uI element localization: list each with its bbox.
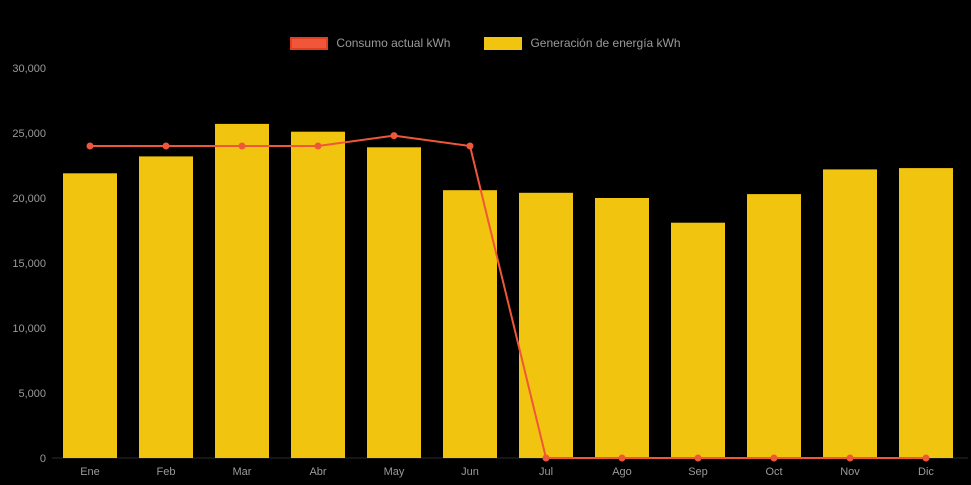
bar-ago[interactable]: [595, 198, 649, 458]
x-axis-label: Dic: [918, 466, 934, 478]
bar-dic[interactable]: [899, 168, 953, 458]
line-point-jun[interactable]: [466, 142, 474, 150]
x-axis-label: Sep: [688, 466, 708, 478]
y-axis-label: 20,000: [12, 193, 46, 205]
consumo-line: [90, 134, 926, 459]
line-point-jul[interactable]: [542, 454, 550, 462]
y-axis-label: 5,000: [18, 388, 46, 400]
line-point-mar[interactable]: [238, 142, 246, 150]
x-axis-label: Ago: [612, 466, 632, 478]
line-point-ene[interactable]: [86, 142, 94, 150]
legend-item-generacion[interactable]: Generación de energía kWh: [484, 36, 681, 50]
bar-ene[interactable]: [63, 173, 117, 459]
bar-nov[interactable]: [823, 169, 877, 458]
bar-mar[interactable]: [215, 123, 269, 459]
chart-legend: Consumo actual kWh Generación de energía…: [0, 36, 971, 50]
y-axis-label: 10,000: [12, 323, 46, 335]
bar-jun[interactable]: [443, 190, 497, 458]
line-point-ago[interactable]: [618, 454, 626, 462]
generacion-swatch-icon: [484, 36, 523, 50]
x-axis-label: May: [384, 466, 405, 478]
x-axis-label: Oct: [765, 466, 782, 478]
y-axis-label: 0: [40, 453, 46, 465]
bar-oct[interactable]: [747, 194, 801, 458]
line-point-sep[interactable]: [694, 454, 702, 462]
x-axis-label: Ene: [80, 466, 100, 478]
bar-feb[interactable]: [139, 156, 193, 458]
consumo-swatch-icon: [290, 36, 329, 50]
line-point-abr[interactable]: [314, 142, 322, 150]
x-axis-label: Abr: [309, 466, 326, 478]
y-axis-label: 15,000: [12, 258, 46, 270]
line-point-feb[interactable]: [162, 142, 170, 150]
line-point-dic[interactable]: [922, 454, 930, 462]
y-axis-label: 25,000: [12, 128, 46, 140]
bar-sep[interactable]: [671, 222, 725, 458]
legend-label-consumo: Consumo actual kWh: [336, 36, 451, 50]
bar-abr[interactable]: [291, 131, 345, 458]
x-axis-label: Mar: [233, 466, 252, 478]
x-axis-label: Jun: [461, 466, 479, 478]
y-axis-label: 30,000: [12, 63, 46, 75]
line-point-may[interactable]: [390, 132, 398, 140]
legend-label-generacion: Generación de energía kWh: [530, 36, 681, 50]
x-axis-label: Jul: [539, 466, 553, 478]
legend-item-consumo[interactable]: Consumo actual kWh: [290, 36, 450, 50]
line-point-oct[interactable]: [770, 454, 778, 462]
bar-may[interactable]: [367, 147, 421, 459]
x-axis-label: Nov: [840, 466, 860, 478]
x-axis-label: Feb: [157, 466, 176, 478]
line-point-nov[interactable]: [846, 454, 854, 462]
bar-jul[interactable]: [519, 192, 573, 459]
